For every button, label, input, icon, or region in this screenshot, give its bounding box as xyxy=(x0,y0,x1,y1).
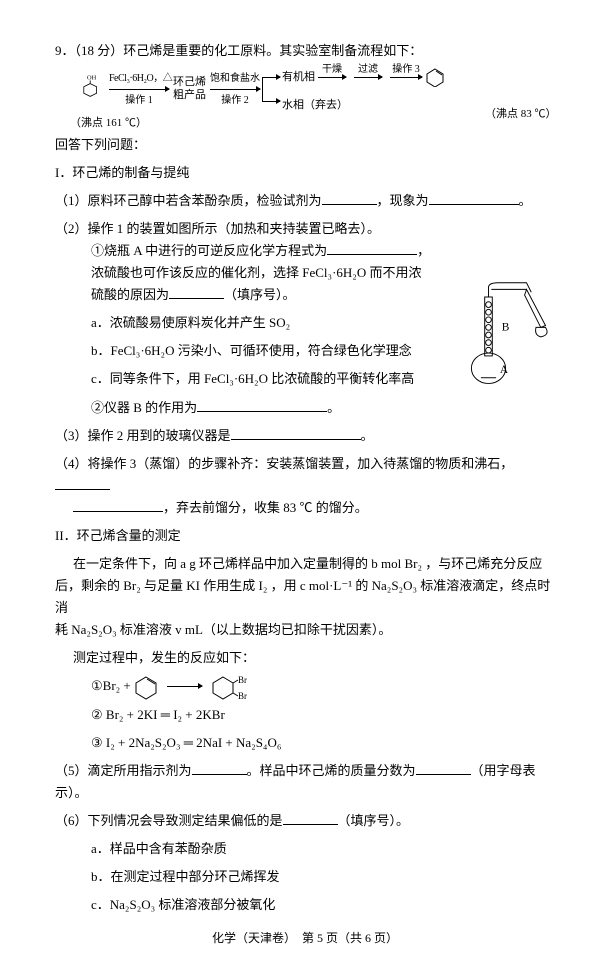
answer-prompt: 回答下列问题： xyxy=(55,134,555,156)
q4: （4）将操作 3（蒸馏）的步骤补齐：安装蒸馏装置，加入待蒸馏的物质和沸石， xyxy=(55,453,555,497)
cyclohexanol-icon: OH xyxy=(77,74,105,98)
q2g-text: ②仪器 B 的作用为 xyxy=(91,400,197,415)
q6-text: （6）下列情况会导致测定结果偏低的是 xyxy=(55,813,283,828)
q5-text2: 。样品中环己烯的质量分数为 xyxy=(247,763,416,778)
question-intro: 环己烯是重要的化工原料。其实验室制备流程如下： xyxy=(123,43,422,58)
svg-text:OH: OH xyxy=(87,74,97,81)
section-I: I．环己烯的制备与提纯 xyxy=(55,162,555,184)
cyclohexene-r1-icon xyxy=(131,674,161,700)
q1-text: （1）原料环己醇中若含苯酚杂质，检验试剂为 xyxy=(55,193,322,208)
q6c: c．Na₂S₂O₃ 标准溶液部分被氧化 xyxy=(55,894,555,916)
blank xyxy=(322,191,377,205)
q4b: ，弃去前馏分，收集 83 ℃ 的馏分。 xyxy=(55,497,555,519)
q6b: b．在测定过程中部分环己烯挥发 xyxy=(55,866,555,888)
q1: （1）原料环己醇中若含苯酚杂质，检验试剂为 ，现象为 。 xyxy=(55,190,555,212)
organic-phase: 有机相 xyxy=(282,71,315,83)
blank xyxy=(283,811,338,825)
blank xyxy=(169,285,224,299)
flow-crude: 环己烯 粗产品 xyxy=(173,76,206,102)
arrow2-bot: 操作 2 xyxy=(210,92,260,109)
blank xyxy=(416,761,471,775)
II-c: 耗 Na₂S₂O₃ 标准溶液 v mL（以上数据均已扣除干扰因素）。 xyxy=(55,619,555,641)
II-d: 测定过程中，发生的反应如下： xyxy=(55,647,555,669)
blank xyxy=(327,241,417,255)
q2g-text2: 。 xyxy=(327,400,340,415)
question-number: 9．（18 分） xyxy=(55,43,123,58)
q4b-text: ，弃去前馏分，收集 83 ℃ 的馏分。 xyxy=(163,500,368,515)
section-II: II．环己烯含量的测定 xyxy=(55,525,555,547)
flow-phases: 有机相 干燥 过滤 操作 3 水相（弃去） xyxy=(282,67,446,111)
apparatus-diagram: A B xyxy=(460,240,555,392)
bp2: （沸点 83 ℃） xyxy=(485,105,565,124)
question-header: 9．（18 分）环己烯是重要的化工原料。其实验室制备流程如下： xyxy=(55,40,555,62)
svg-text:Br: Br xyxy=(238,675,247,685)
q1-text3: 。 xyxy=(519,193,532,208)
op3-label: 操作 3 xyxy=(390,64,422,75)
r1-text: ①Br₂ + xyxy=(91,675,131,697)
arrow-2: 饱和食盐水 操作 2 xyxy=(210,89,260,90)
page-footer: 化学（天津卷） 第 5 页（共 6 页） xyxy=(55,928,555,948)
blank xyxy=(73,498,163,512)
q4-text: （4）将操作 3（蒸馏）的步骤补齐：安装蒸馏装置，加入待蒸馏的物质和沸石， xyxy=(55,456,513,471)
q2c-text2: （填序号）。 xyxy=(224,287,296,302)
svg-text:A: A xyxy=(500,364,509,376)
svg-text:Br: Br xyxy=(238,691,247,700)
q3-text2: 。 xyxy=(361,428,374,443)
blank xyxy=(231,426,361,440)
q5: （5）滴定所用指示剂为。样品中环己烯的质量分数为（用字母表示）。 xyxy=(55,760,555,804)
reaction-3: ③ I₂ + 2Na₂S₂O₃ ═ 2NaI + Na₂S₄O₆ xyxy=(55,732,555,754)
II-b: 后，剩余的 Br₂ 与足量 KI 作用生成 I₂ ，用 c mol·L⁻¹ 的 … xyxy=(55,575,555,619)
reaction-2: ② Br₂ + 2KI ═ I₂ + 2KBr xyxy=(55,704,555,726)
q1-text2: ，现象为 xyxy=(377,193,429,208)
blank xyxy=(197,398,327,412)
blank xyxy=(55,476,110,490)
arrow1-top: FeCl₃·6H₂O，△ xyxy=(109,70,169,87)
cyclohexene-icon xyxy=(424,67,446,87)
flow-diagram: OH FeCl₃·6H₂O，△ 操作 1 环己烯 粗产品 饱和食盐水 操作 2 … xyxy=(75,67,555,111)
arrow-1: FeCl₃·6H₂O，△ 操作 1 xyxy=(109,89,169,90)
q2g: ②仪器 B 的作用为 。 xyxy=(55,397,555,419)
dibromo-icon: Br Br xyxy=(208,674,252,700)
reaction-1: ①Br₂ + Br Br xyxy=(91,674,555,700)
q2a-text2: ， xyxy=(417,243,430,258)
q3-text: （3）操作 2 用到的玻璃仪器是 xyxy=(55,428,231,443)
q2a-text: ①烧瓶 A 中进行的可逆反应化学方程式为 xyxy=(91,243,327,258)
reaction-arrow xyxy=(167,686,202,687)
arrow1-bot: 操作 1 xyxy=(109,92,169,109)
dry-label: 干燥 xyxy=(318,64,346,75)
q2c-text: 硫酸的原因为 xyxy=(91,287,169,302)
blank xyxy=(192,761,247,775)
q2: （2）操作 1 的装置如图所示（加热和夹持装置已略去）。 xyxy=(55,218,555,240)
II-a: 在一定条件下，向 a g 环己烯样品中加入定量制得的 b mol Br₂ ，与环… xyxy=(55,553,555,575)
q5-text: （5）滴定所用指示剂为 xyxy=(55,763,192,778)
filter-label: 过滤 xyxy=(354,64,382,75)
q6: （6）下列情况会导致测定结果偏低的是 （填序号）。 xyxy=(55,810,555,832)
blank xyxy=(429,191,519,205)
q3: （3）操作 2 用到的玻璃仪器是 。 xyxy=(55,425,555,447)
arrow2-top: 饱和食盐水 xyxy=(210,70,260,87)
bp1: （沸点 161 ℃） xyxy=(70,114,555,133)
q6a: a．样品中含有苯酚杂质 xyxy=(55,838,555,860)
water-phase: 水相（弃去） xyxy=(282,99,446,111)
q6-text2: （填序号）。 xyxy=(338,813,410,828)
flow-split xyxy=(262,71,280,107)
svg-text:B: B xyxy=(502,321,510,333)
flow-start: OH xyxy=(77,74,105,105)
